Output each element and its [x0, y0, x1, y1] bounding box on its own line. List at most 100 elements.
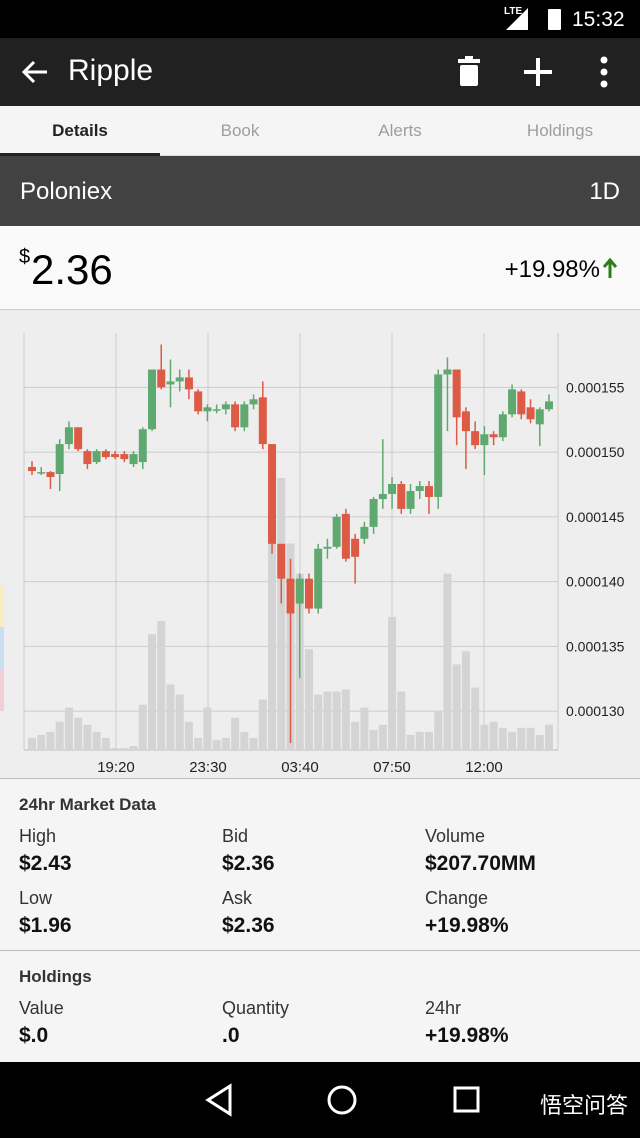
candle-body — [526, 407, 535, 420]
candle-body — [415, 486, 424, 491]
edge-strip — [0, 585, 4, 627]
candle-body — [138, 429, 147, 463]
exchange-bar: Poloniex 1D — [0, 156, 640, 226]
volume-bar — [434, 711, 443, 750]
candle-body — [545, 401, 553, 410]
market-grid: High $2.43 Bid $2.36 Volume $207.70MM Low $1.96… — [19, 826, 625, 938]
add-button[interactable] — [522, 56, 554, 88]
tab-bar: Details Book Alerts Holdings — [0, 106, 640, 156]
volume-bar — [120, 747, 129, 750]
tab[interactable]: Holdings — [526, 121, 594, 140]
stat-label: Quantity — [222, 998, 290, 1018]
candle-body — [258, 397, 267, 445]
candle-body — [351, 538, 360, 557]
watermark: 悟空问答 — [539, 1093, 628, 1118]
y-tick-label: 0.000145 — [566, 509, 625, 525]
candle-body — [461, 411, 470, 432]
currency-symbol: $ — [19, 246, 31, 268]
candle-body — [406, 490, 415, 509]
candle-body — [397, 484, 406, 509]
candle-body — [535, 409, 544, 425]
candle-body — [489, 434, 498, 438]
volume-bar — [258, 699, 267, 750]
stat-label: Value — [19, 998, 64, 1018]
candle-body — [111, 454, 120, 458]
nav-recent[interactable] — [453, 1086, 480, 1113]
toolbar: Ripple — [0, 38, 640, 106]
stat-value: $2.36 — [222, 852, 275, 875]
candle-body — [231, 404, 240, 428]
volume-bar — [231, 717, 240, 750]
stat-value: $.0 — [19, 1024, 49, 1047]
volume-bar — [240, 731, 249, 750]
delete-button[interactable] — [456, 56, 482, 88]
nav-back[interactable] — [205, 1083, 232, 1117]
candle-body — [74, 427, 83, 450]
volume-bar — [166, 684, 175, 750]
network-label: LTE — [504, 6, 523, 17]
volume-bar — [221, 737, 230, 750]
menu-button[interactable] — [598, 56, 610, 88]
stat-value: $207.70MM — [425, 852, 536, 875]
stat-value: $2.36 — [222, 914, 275, 937]
status-icons — [506, 8, 561, 30]
volume-bar — [148, 634, 157, 750]
stat: Change +19.98% — [425, 888, 625, 938]
candle-body — [203, 407, 212, 412]
candlestick-chart: 19:20 23:30 03:40 07:50 12:00 0.000155 0.00015… — [0, 310, 640, 778]
stat: High $2.43 — [19, 826, 222, 876]
y-tick-label: 0.000150 — [566, 444, 625, 460]
candle-body — [37, 472, 46, 474]
volume-bar — [314, 694, 323, 750]
status-bar: LTE 15:32 — [0, 0, 640, 38]
candle-body — [452, 369, 461, 418]
candle-body — [323, 546, 332, 549]
volume-bar — [101, 737, 110, 750]
interval[interactable]: 1D — [589, 178, 620, 205]
candle-body — [148, 369, 157, 430]
candle-body — [480, 434, 489, 446]
tab[interactable]: Alerts — [378, 121, 422, 140]
volume-bar — [489, 721, 498, 750]
back-button[interactable] — [20, 58, 50, 86]
holdings: Holdings Value $.0 Quantity .0 24hr +19.98% — [0, 950, 640, 1062]
stat-value: .0 — [222, 1024, 240, 1047]
volume-bar — [415, 731, 424, 750]
candle-body — [378, 493, 387, 500]
price-row: $ 2.36 +19.98% — [0, 226, 640, 310]
candle-body — [341, 513, 350, 559]
volume-bar — [517, 727, 526, 750]
candle-body — [508, 389, 517, 415]
candle-body — [101, 451, 110, 458]
stat-label: Change — [425, 888, 489, 908]
stat-value: $1.96 — [19, 914, 72, 937]
volume-bar — [406, 734, 415, 750]
toolbar-title: Ripple — [68, 54, 154, 87]
stat: Quantity .0 — [222, 998, 425, 1048]
exchange-name[interactable]: Poloniex — [20, 178, 113, 205]
price-change: +19.98% — [504, 256, 600, 283]
nav-home[interactable] — [327, 1085, 357, 1115]
volume-bar — [545, 724, 553, 750]
y-tick-label: 0.000135 — [566, 638, 625, 654]
volume-bar — [203, 707, 212, 750]
stat: Ask $2.36 — [222, 888, 425, 938]
price-value: 2.36 — [31, 246, 113, 293]
stat-label: High — [19, 826, 57, 846]
volume-bar — [304, 649, 313, 750]
volume-bar — [323, 691, 332, 750]
volume-bar — [480, 724, 489, 750]
clock: 15:32 — [572, 8, 625, 31]
volume-bar — [83, 724, 92, 750]
candle-body — [221, 404, 230, 410]
nav-bar: 悟空问答 — [0, 1062, 640, 1138]
candle-body — [55, 444, 64, 475]
volume-bar — [360, 707, 369, 750]
tab[interactable]: Details — [0, 106, 160, 156]
tab[interactable]: Book — [220, 121, 260, 140]
x-tick-label: 07:50 — [373, 759, 411, 776]
volume-bar — [498, 727, 507, 750]
section-title: Holdings — [19, 967, 92, 986]
volume-bar — [443, 573, 452, 750]
